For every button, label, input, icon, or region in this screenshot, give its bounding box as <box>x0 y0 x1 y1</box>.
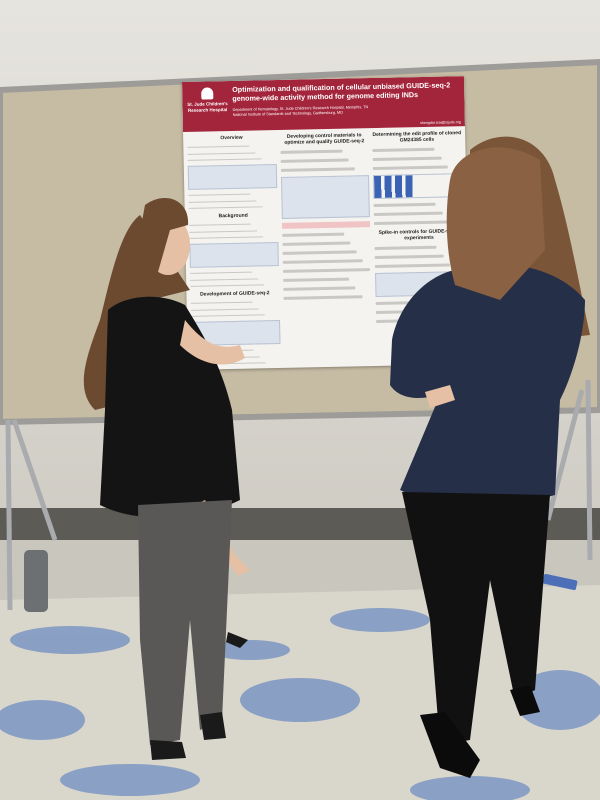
right-person <box>390 136 590 778</box>
blouse <box>100 296 240 518</box>
hair <box>135 197 189 300</box>
pants <box>138 500 232 745</box>
carpet-patch <box>515 670 600 730</box>
water-bottle <box>24 550 48 612</box>
shoe <box>150 740 186 760</box>
easel-leg <box>585 379 593 561</box>
carpet-patch <box>240 678 360 722</box>
arm <box>180 320 245 365</box>
carpet-patch <box>10 626 130 654</box>
shoe <box>200 712 226 740</box>
easel-leg <box>11 419 58 541</box>
carpet-patch <box>0 700 85 740</box>
sweater <box>390 264 585 504</box>
easel-leg <box>545 389 585 521</box>
easel <box>5 379 593 611</box>
carpet-patch <box>410 776 530 800</box>
carpet-patch <box>60 764 200 796</box>
hand <box>425 385 455 408</box>
easel-leg <box>5 419 13 611</box>
carpet-patch <box>330 608 430 632</box>
left-person <box>83 197 250 760</box>
shoe <box>420 712 480 778</box>
phone <box>542 573 578 591</box>
shoe <box>226 632 248 648</box>
shoe <box>510 685 540 716</box>
carpet-patch <box>210 640 290 660</box>
carpet-pattern <box>0 608 600 800</box>
pants <box>402 492 550 745</box>
hair <box>446 147 545 300</box>
